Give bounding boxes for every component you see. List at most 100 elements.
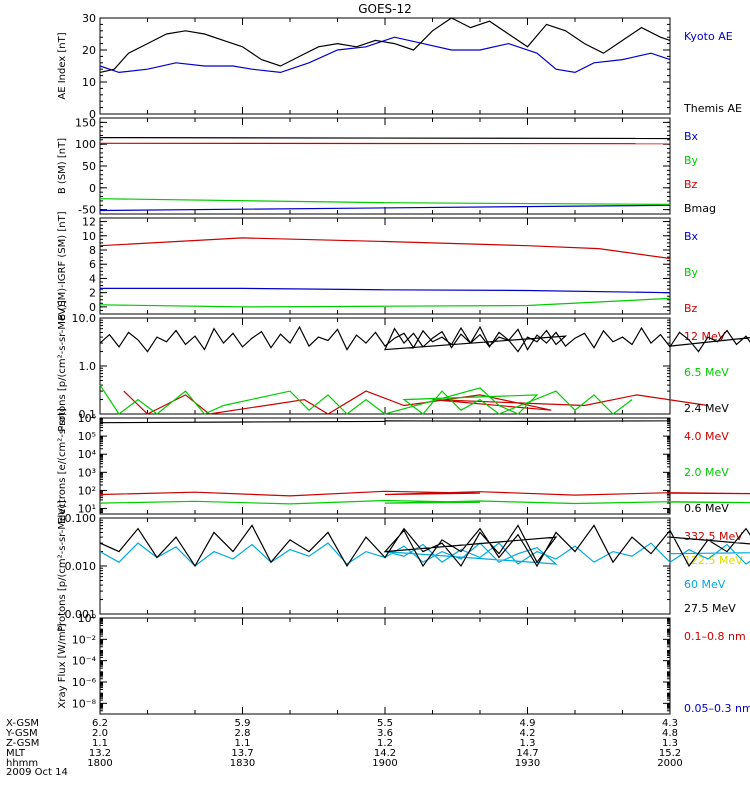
y-tick-label: 20	[82, 44, 96, 57]
y-axis-label: B (SM)-IGRF (SM) [nT]	[57, 211, 68, 320]
footer-value: 5.5	[377, 718, 393, 729]
footer-value: 13.7	[231, 748, 253, 759]
y-tick-label: 10⁻⁶	[72, 676, 97, 689]
panel-frame	[99, 17, 671, 115]
footer-value: 2.0	[92, 728, 108, 739]
y-tick-label: 100	[75, 138, 96, 151]
footer-value: 4.3	[662, 718, 678, 729]
legend-bx: Bx	[684, 130, 699, 143]
y-tick-label: 10⁻⁸	[72, 697, 97, 710]
legend-bmag: Bmag	[684, 202, 716, 215]
series-line-2-0-mev	[99, 499, 750, 505]
legend-themis-ae: Themis AE	[683, 102, 742, 115]
legend-12-mev: 12 MeV	[684, 330, 726, 343]
y-tick-label: 6	[89, 258, 96, 271]
panel-frame	[99, 217, 671, 315]
legend-kyoto-ae: Kyoto AE	[684, 30, 733, 43]
panel-2: -50 0 50 100 150 B (SM) [nT] Bx By Bz Bmag	[57, 116, 716, 216]
y-tick-label: 10	[82, 76, 96, 89]
y-tick-label: 0	[89, 301, 96, 314]
footer-value: 1.1	[235, 738, 251, 749]
y-tick-label: 2	[89, 287, 96, 300]
footer-value: 1930	[515, 758, 540, 769]
legend-60-mev: 60 MeV	[684, 578, 726, 591]
footer-value: 15.2	[659, 748, 681, 759]
footer-label-y-gsm: Y-GSM	[5, 728, 38, 739]
series-line-0-6-mev	[99, 420, 671, 424]
y-tick-label: 4	[89, 272, 96, 285]
y-tick-label: 0.010	[65, 560, 97, 573]
y-axis-label: Electrons [e/(cm²-s-sr)]	[57, 408, 68, 524]
ephemeris-footer: X-GSM 6.2 5.9 5.5 4.9 4.3 Y-GSM 2.0 2.8 3.6 4.2 4.8…	[5, 718, 683, 769]
plot-title: GOES-12	[358, 2, 412, 16]
footer-label-z-gsm: Z-GSM	[6, 738, 39, 749]
legend-bz: Bz	[684, 302, 698, 315]
footer-label-mlt: MLT	[6, 748, 26, 759]
legend-bx: Bx	[684, 230, 699, 243]
y-tick-label: 10⁰	[78, 612, 97, 625]
series-line-12-mev	[123, 390, 709, 415]
footer-value: 14.7	[516, 748, 538, 759]
series-line-2-4-mev	[99, 325, 750, 353]
footer-value: 2000	[657, 758, 682, 769]
y-tick-label: 10⁻⁴	[72, 655, 97, 668]
y-axis-label: AE Index [nT]	[57, 32, 68, 99]
legend-6-5-mev: 6.5 MeV	[684, 366, 729, 379]
panel-7: 10⁻⁸ 10⁻⁶ 10⁻⁴ 10⁻² 10⁰ Xray Flux [W/m²] 0.1–0…	[57, 612, 750, 715]
y-tick-label: 12	[82, 216, 96, 229]
y-tick-label: 10⁴	[78, 448, 97, 461]
y-tick-label: 0	[89, 108, 96, 121]
series-line-by	[99, 198, 671, 205]
panel-frame	[99, 517, 671, 615]
legend-0-1-0-8-nm: 0.1–0.8 nm	[684, 630, 746, 643]
footer-value: 1800	[87, 758, 112, 769]
y-tick-label: 0	[89, 182, 96, 195]
y-axis-label: Protons [p/(cm²-s-sr-MeV)]	[57, 300, 68, 432]
y-tick-label: -50	[78, 204, 96, 217]
y-tick-label: 10	[82, 230, 96, 243]
footer-value: 5.9	[235, 718, 251, 729]
y-tick-label: 30	[82, 12, 96, 25]
panel-5: 10¹ 10² 10³ 10⁴ 10⁵ 10⁶ Electrons [e/(cm²-s-sr…	[57, 408, 750, 524]
series-line-themis-ae	[99, 17, 671, 73]
legend-122-5-mev: 122.5 MeV	[684, 554, 743, 567]
footer-value: 4.2	[520, 728, 536, 739]
panel-1: 0 10 20 30 AE Index [nT] Kyoto AE Themis AE	[57, 12, 742, 121]
y-axis-label: Protons [p/(cm²-s-sr-MeV)]	[57, 500, 68, 632]
y-tick-label: 10⁻²	[72, 633, 96, 646]
footer-value: 3.6	[377, 728, 393, 739]
footer-value: 13.2	[89, 748, 111, 759]
y-tick-label: 10⁵	[78, 430, 96, 443]
footer-label-hhmm: hhmm	[6, 758, 38, 769]
y-tick-label: 8	[89, 244, 96, 257]
y-tick-label: 10²	[78, 484, 96, 497]
footer-value: 4.8	[662, 728, 678, 739]
y-tick-label: 150	[75, 116, 96, 129]
series-line-4-0-mev	[99, 490, 750, 497]
y-tick-label: 10⁶	[78, 412, 97, 425]
legend-by: By	[684, 154, 699, 167]
footer-value: 1900	[372, 758, 397, 769]
date-label: 2009 Oct 14	[6, 767, 68, 778]
panel-frame	[99, 417, 671, 515]
series-line-by	[99, 297, 671, 308]
footer-value: 1.2	[377, 738, 393, 749]
y-tick-label: 50	[82, 160, 96, 173]
y-axis-label: B (SM) [nT]	[57, 138, 68, 194]
series-line-6-5-mev	[99, 384, 633, 415]
legend-27-5-mev: 27.5 MeV	[684, 602, 736, 615]
series-line-bx	[100, 287, 671, 294]
panel-frame	[99, 317, 671, 415]
legend-2-0-mev: 2.0 MeV	[684, 466, 729, 479]
y-tick-label: 0.100	[65, 512, 97, 525]
series-line-bz	[99, 237, 671, 260]
legend-4-0-mev: 4.0 MeV	[684, 430, 729, 443]
y-tick-label: 10³	[78, 466, 96, 479]
y-tick-label: 10.0	[72, 312, 97, 325]
footer-value: 1.1	[92, 738, 108, 749]
footer-value: 2.8	[235, 728, 251, 739]
y-axis-label: Xray Flux [W/m²]	[57, 623, 68, 708]
legend-by: By	[684, 266, 699, 279]
legend-bz: Bz	[684, 178, 698, 191]
